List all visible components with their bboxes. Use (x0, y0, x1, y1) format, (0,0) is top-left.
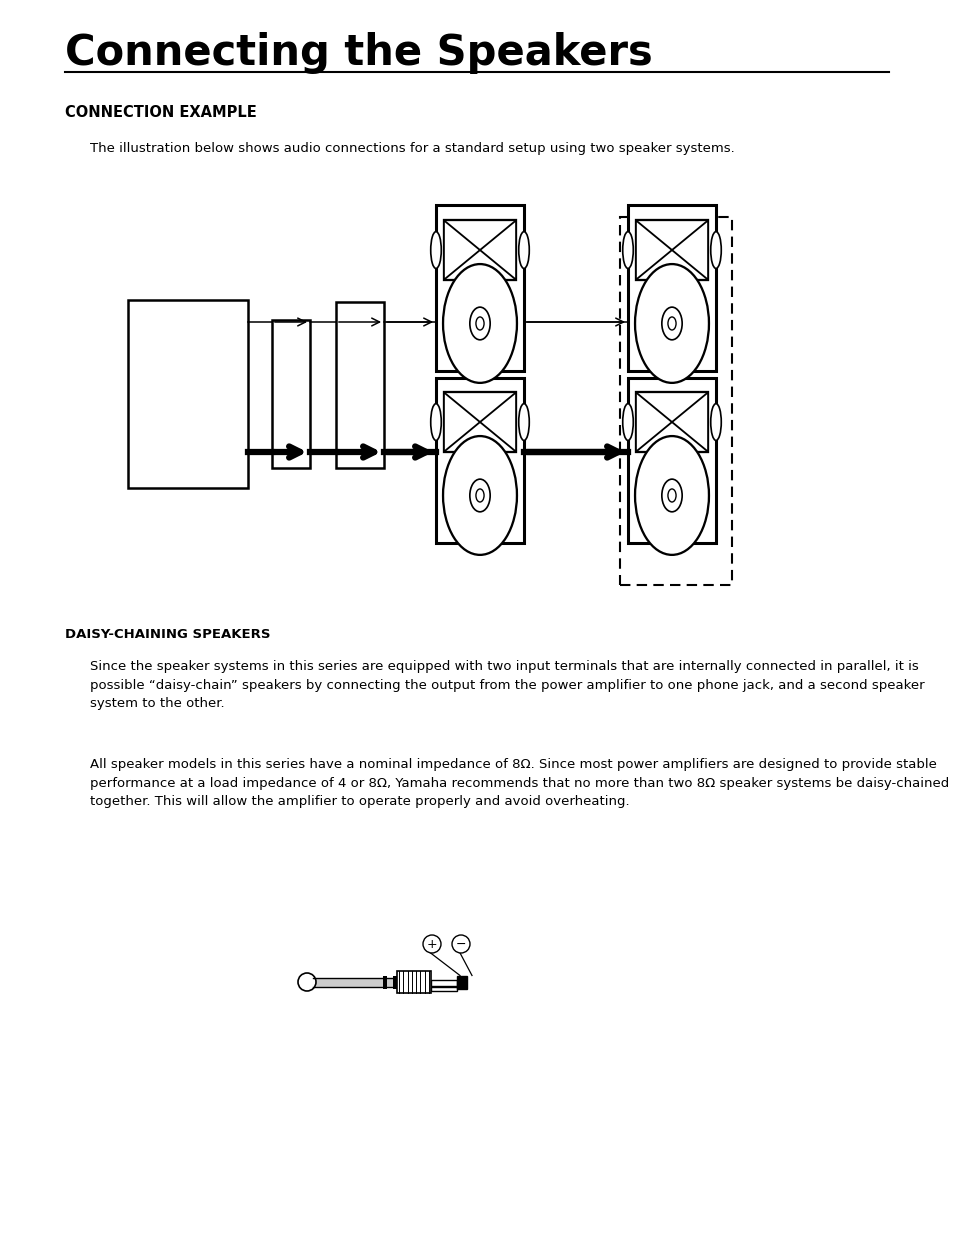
Polygon shape (479, 393, 516, 452)
Bar (383, 976, 386, 988)
Bar (431, 987, 456, 990)
Bar (335, 303, 384, 468)
Ellipse shape (422, 935, 440, 953)
Ellipse shape (430, 232, 441, 268)
Ellipse shape (635, 436, 708, 555)
Bar (443, 220, 516, 280)
Ellipse shape (622, 232, 633, 268)
Bar (393, 976, 396, 988)
Bar (313, 977, 396, 987)
Bar (636, 393, 707, 452)
Polygon shape (671, 393, 707, 452)
Ellipse shape (430, 404, 441, 441)
Bar (619, 217, 731, 585)
Text: All speaker models in this series have a nominal impedance of 8Ω. Since most pow: All speaker models in this series have a… (90, 758, 948, 808)
Ellipse shape (452, 935, 470, 953)
Ellipse shape (710, 404, 720, 441)
Polygon shape (636, 393, 671, 452)
Ellipse shape (469, 308, 490, 340)
Bar (396, 971, 431, 993)
Ellipse shape (635, 264, 708, 383)
Text: The illustration below shows audio connections for a standard setup using two sp: The illustration below shows audio conne… (90, 142, 734, 156)
Ellipse shape (297, 973, 315, 990)
Ellipse shape (667, 489, 676, 501)
Bar (627, 205, 716, 370)
Ellipse shape (518, 404, 529, 441)
Text: +: + (426, 937, 436, 951)
Text: Connecting the Speakers: Connecting the Speakers (65, 32, 652, 74)
Bar (431, 981, 456, 986)
Bar (627, 378, 716, 542)
Polygon shape (636, 220, 671, 280)
Ellipse shape (469, 479, 490, 511)
Polygon shape (671, 220, 707, 280)
Bar (443, 393, 516, 452)
Text: −: − (456, 937, 466, 951)
Polygon shape (443, 220, 479, 280)
Polygon shape (479, 220, 516, 280)
Ellipse shape (661, 479, 681, 511)
Text: Since the speaker systems in this series are equipped with two input terminals t: Since the speaker systems in this series… (90, 659, 923, 710)
Bar (272, 320, 310, 468)
Bar (636, 220, 707, 280)
Ellipse shape (476, 489, 483, 501)
Ellipse shape (518, 232, 529, 268)
Bar (436, 205, 523, 370)
Ellipse shape (476, 317, 483, 330)
Bar (436, 378, 523, 542)
Polygon shape (443, 393, 479, 452)
Ellipse shape (667, 317, 676, 330)
Ellipse shape (442, 264, 517, 383)
Text: CONNECTION EXAMPLE: CONNECTION EXAMPLE (65, 105, 256, 120)
Bar (128, 300, 248, 488)
Bar (456, 976, 467, 988)
Ellipse shape (710, 232, 720, 268)
Ellipse shape (442, 436, 517, 555)
Ellipse shape (661, 308, 681, 340)
Text: DAISY-CHAINING SPEAKERS: DAISY-CHAINING SPEAKERS (65, 629, 271, 641)
Ellipse shape (622, 404, 633, 441)
